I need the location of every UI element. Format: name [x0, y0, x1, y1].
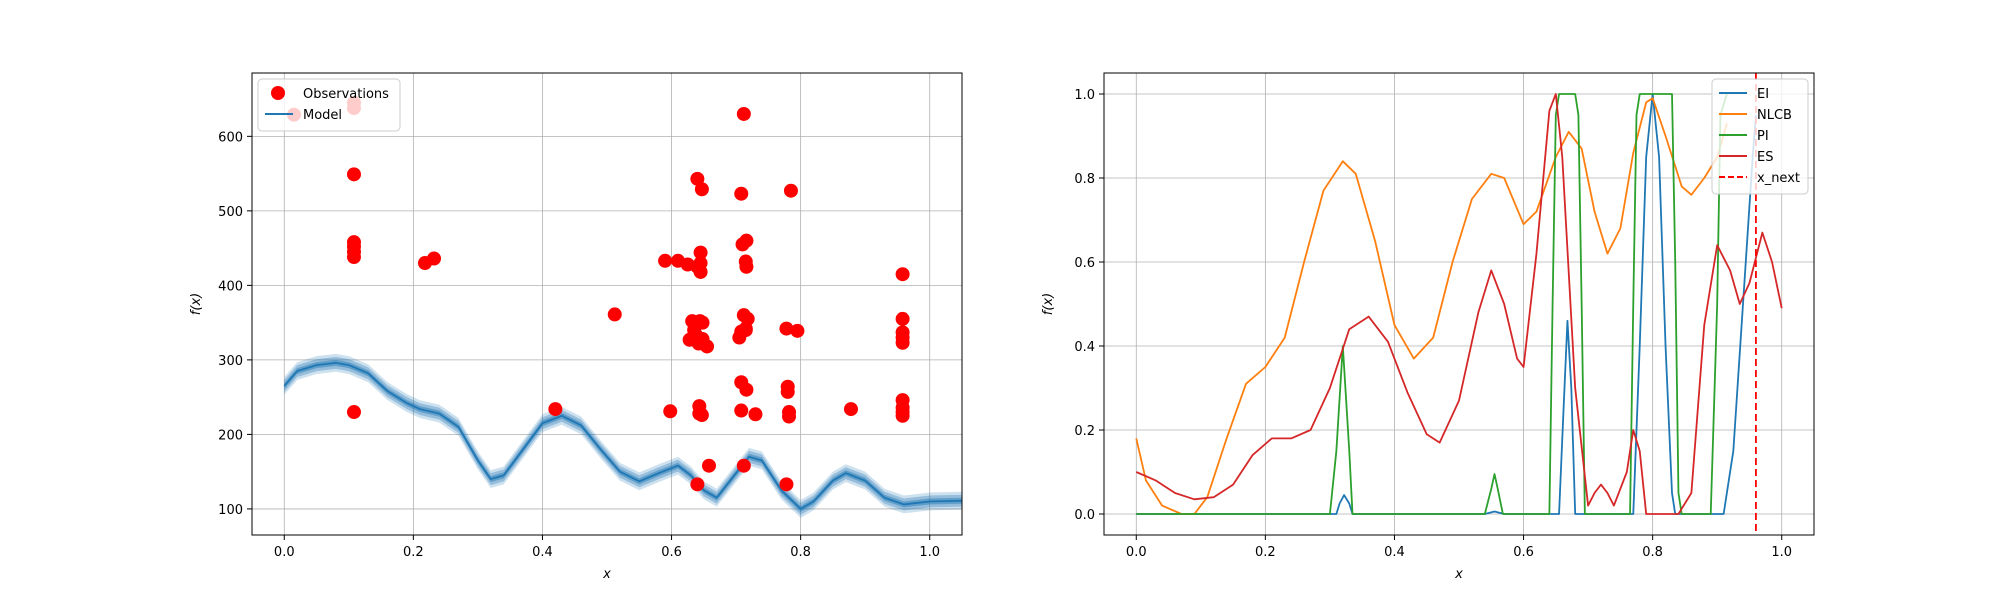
y-tick-label: 0.8 [1074, 172, 1095, 187]
observation-point [740, 311, 755, 326]
axes-frame [1103, 72, 1815, 536]
x-axis-label: x [602, 567, 611, 582]
observation-point [734, 186, 749, 201]
observation-point [738, 323, 753, 338]
observation-point [895, 311, 910, 326]
series-line-pi [1136, 93, 1728, 515]
x-axis-label: x [1454, 567, 1463, 582]
observation-point [663, 404, 678, 419]
observation-point [782, 409, 797, 424]
legend-label: ES [1757, 150, 1773, 165]
observation-point [690, 477, 705, 492]
x-tick-label: 0.0 [1126, 545, 1147, 560]
x-tick-label: 0.8 [790, 545, 811, 560]
y-tick-label: 600 [218, 130, 243, 145]
left-chart-panel: 0.0 0.2 0.4 0.6 0.8 1.0 100 200 300 400 500 600 x f(x… [189, 72, 963, 582]
observation-point [690, 171, 705, 186]
model-confidence-band [284, 356, 962, 515]
plot-area [1135, 73, 1783, 535]
observation-point [790, 323, 805, 338]
x-tick-label: 0.4 [1384, 545, 1405, 560]
legend: Observations Model [257, 78, 401, 132]
legend-box [257, 78, 401, 132]
legend-label: Observations [303, 87, 389, 102]
y-tick-label: 0.0 [1074, 508, 1095, 523]
legend-label: NLCB [1757, 108, 1792, 123]
observation-point [694, 182, 709, 197]
x-tick-label: 0.4 [532, 545, 553, 560]
observation-point [700, 339, 715, 354]
model-line [283, 361, 962, 511]
observation-point [694, 408, 709, 423]
y-tick-label: 200 [218, 428, 243, 443]
observation-point [693, 245, 708, 260]
legend-label: x_next [1757, 171, 1800, 186]
observation-point [427, 251, 442, 266]
x-tick-label: 0.2 [403, 545, 424, 560]
y-tick-label: 100 [218, 503, 243, 518]
observation-point [895, 408, 910, 423]
x-tick-label: 0.0 [274, 545, 295, 560]
observation-point [739, 233, 754, 248]
observation-point [780, 384, 795, 399]
series-line-es [1135, 93, 1783, 515]
observation-point [701, 458, 716, 473]
observation-point [607, 307, 622, 322]
observation-point [739, 259, 754, 274]
y-tick-label: 300 [218, 354, 243, 369]
y-tick-label: 0.6 [1074, 256, 1095, 271]
legend-box [1711, 78, 1809, 195]
y-tick-label: 0.4 [1074, 340, 1095, 355]
axes-frame [251, 72, 963, 536]
observation-point [739, 382, 754, 397]
series-line-ei [1136, 93, 1757, 515]
x-tick-label: 1.0 [919, 545, 940, 560]
legend-label: Model [303, 108, 342, 123]
right-chart-panel: 0.0 0.2 0.4 0.6 0.8 1.0 0.0 0.2 0.4 0.6 0.8 1.0 x f(x… [1041, 72, 1815, 582]
plot-area [283, 95, 962, 518]
y-tick-label: 500 [218, 205, 243, 220]
model-confidence-band [284, 353, 962, 518]
observation-point [658, 253, 673, 268]
legend-label: PI [1757, 129, 1769, 144]
observation-point [736, 458, 751, 473]
observation-point [346, 250, 361, 265]
observation-point [779, 321, 794, 336]
observation-point [695, 315, 710, 330]
legend-label: EI [1757, 87, 1769, 102]
x-tick-label: 0.8 [1642, 545, 1663, 560]
x-tick-label: 0.2 [1255, 545, 1276, 560]
observation-point [843, 402, 858, 417]
observation-point [346, 405, 361, 420]
observation-point [783, 183, 798, 198]
x-tick-label: 0.6 [1513, 545, 1534, 560]
observation-point [895, 335, 910, 350]
y-tick-label: 400 [218, 279, 243, 294]
y-axis-label: f(x) [189, 293, 204, 315]
observation-point [548, 402, 563, 417]
legend: EI NLCB PI ES x_next [1711, 78, 1809, 195]
observation-point [895, 267, 910, 282]
observation-point [736, 106, 751, 121]
x-tick-label: 1.0 [1771, 545, 1792, 560]
observation-point [346, 167, 361, 182]
legend-marker-observations [271, 86, 285, 100]
y-tick-label: 0.2 [1074, 424, 1095, 439]
observation-point [693, 264, 708, 279]
x-tick-label: 0.6 [661, 545, 682, 560]
y-tick-label: 1.0 [1074, 88, 1095, 103]
series-line-nlcb [1135, 97, 1728, 515]
y-axis-label: f(x) [1041, 293, 1056, 315]
observation-point [748, 407, 763, 422]
observation-point [779, 477, 794, 492]
observation-point [734, 403, 749, 418]
